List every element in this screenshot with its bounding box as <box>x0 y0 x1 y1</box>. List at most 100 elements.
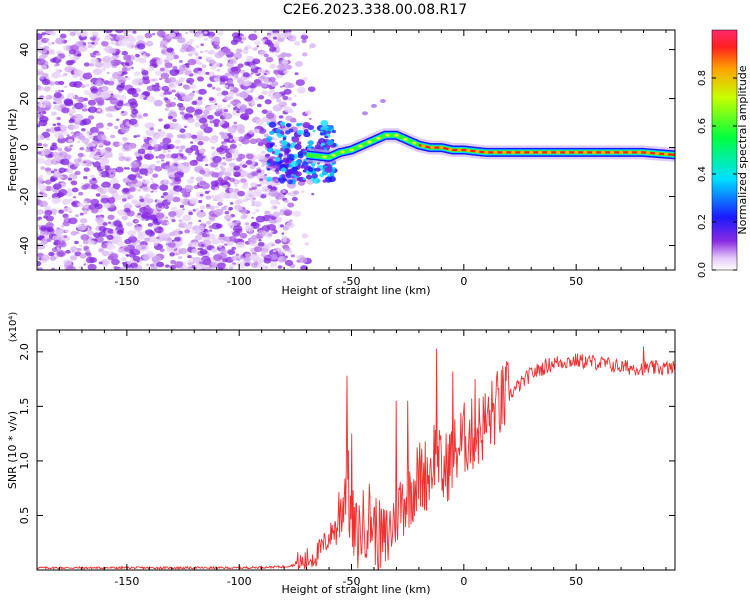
noise-blob <box>87 263 97 270</box>
noise-blob <box>153 243 158 247</box>
noise-blob <box>232 35 242 43</box>
noise-blob <box>146 95 156 103</box>
noise-blob <box>169 252 176 257</box>
noise-blob <box>52 151 59 157</box>
noise-blob <box>110 93 114 96</box>
noise-blob <box>133 201 141 207</box>
noise-blob <box>174 171 184 179</box>
noise-blob <box>43 86 51 92</box>
noise-blob <box>266 254 271 258</box>
colorbar-tick-label: 0.8 <box>697 70 708 86</box>
noise-blob <box>236 262 241 266</box>
noise-blob <box>170 259 177 265</box>
transition-blob <box>267 159 272 163</box>
noise-blob <box>102 222 108 226</box>
noise-blob <box>145 129 155 137</box>
noise-blob <box>268 76 276 83</box>
noise-blob <box>205 203 211 208</box>
noise-blob <box>251 234 258 240</box>
noise-blob <box>137 231 144 236</box>
noise-blob <box>178 248 188 255</box>
noise-blob <box>238 143 242 147</box>
transition-blob <box>303 152 307 155</box>
noise-blob <box>288 219 293 223</box>
noise-blob <box>122 177 131 184</box>
noise-blob <box>157 218 163 223</box>
ridge-trace <box>305 128 675 165</box>
noise-blob <box>251 216 255 219</box>
noise-blob <box>78 45 88 52</box>
noise-blob <box>285 115 293 121</box>
noise-blob <box>287 202 295 208</box>
noise-blob <box>181 43 189 49</box>
noise-blob <box>117 247 125 253</box>
y-tick-label: -20 <box>18 188 31 206</box>
noise-blob <box>134 47 139 51</box>
noise-blob <box>86 252 92 257</box>
noise-blob <box>253 80 263 87</box>
noise-blob <box>157 204 163 209</box>
noise-blob <box>266 223 277 231</box>
noise-blob <box>243 256 251 262</box>
noise-blob <box>70 56 74 59</box>
noise-blob <box>64 99 74 107</box>
noise-blob <box>87 230 95 236</box>
noise-blob <box>51 71 61 79</box>
noise-blob <box>276 247 282 252</box>
transition-blob <box>312 129 316 133</box>
noise-blob <box>163 123 171 129</box>
noise-blob <box>95 216 104 223</box>
noise-blob <box>79 134 84 137</box>
noise-blob <box>199 169 206 175</box>
noise-blob <box>79 146 85 151</box>
noise-blob <box>60 74 65 78</box>
noise-blob <box>61 107 70 114</box>
noise-blob <box>39 174 44 178</box>
noise-blob <box>263 257 272 264</box>
colorbar-tick-label: 0.4 <box>697 166 708 182</box>
noise-blob <box>96 149 101 152</box>
transition-blob <box>295 171 302 177</box>
noise-blob <box>44 179 52 185</box>
transition-blob <box>283 178 288 182</box>
transition-blob <box>289 145 294 149</box>
noise-blob <box>191 241 200 248</box>
noise-blob <box>229 138 233 141</box>
transition-blob <box>305 165 310 170</box>
noise-blob <box>83 200 88 204</box>
noise-blob <box>266 34 272 39</box>
noise-blob <box>173 185 183 192</box>
noise-blob <box>174 261 184 268</box>
noise-blob <box>250 72 254 75</box>
noise-blob <box>145 263 150 267</box>
noise-blob <box>240 214 248 220</box>
noise-blob <box>202 109 210 115</box>
noise-blob <box>73 56 79 61</box>
transition-blob <box>266 147 274 153</box>
noise-blob <box>56 122 61 126</box>
noise-blob <box>160 72 170 79</box>
noise-blob <box>245 153 254 160</box>
noise-blob <box>247 190 255 196</box>
noise-blob <box>131 87 136 92</box>
noise-blob <box>136 156 143 161</box>
noise-blob <box>275 199 280 202</box>
noise-blob <box>250 47 254 50</box>
noise-blob <box>98 142 104 147</box>
noise-blob <box>153 148 159 152</box>
noise-blob <box>147 198 154 204</box>
noise-blob <box>41 48 46 51</box>
noise-blob <box>235 48 243 54</box>
noise-blob <box>172 85 177 88</box>
noise-blob <box>205 231 210 235</box>
noise-blob <box>184 229 191 234</box>
noise-blob <box>69 211 72 214</box>
transition-blob <box>299 122 303 126</box>
noise-blob <box>200 221 205 225</box>
transition-blob <box>284 169 292 176</box>
noise-blob <box>100 92 111 99</box>
noise-blob <box>278 256 283 260</box>
noise-blob <box>126 167 130 170</box>
noise-blob <box>66 168 74 174</box>
noise-blob <box>37 85 44 92</box>
